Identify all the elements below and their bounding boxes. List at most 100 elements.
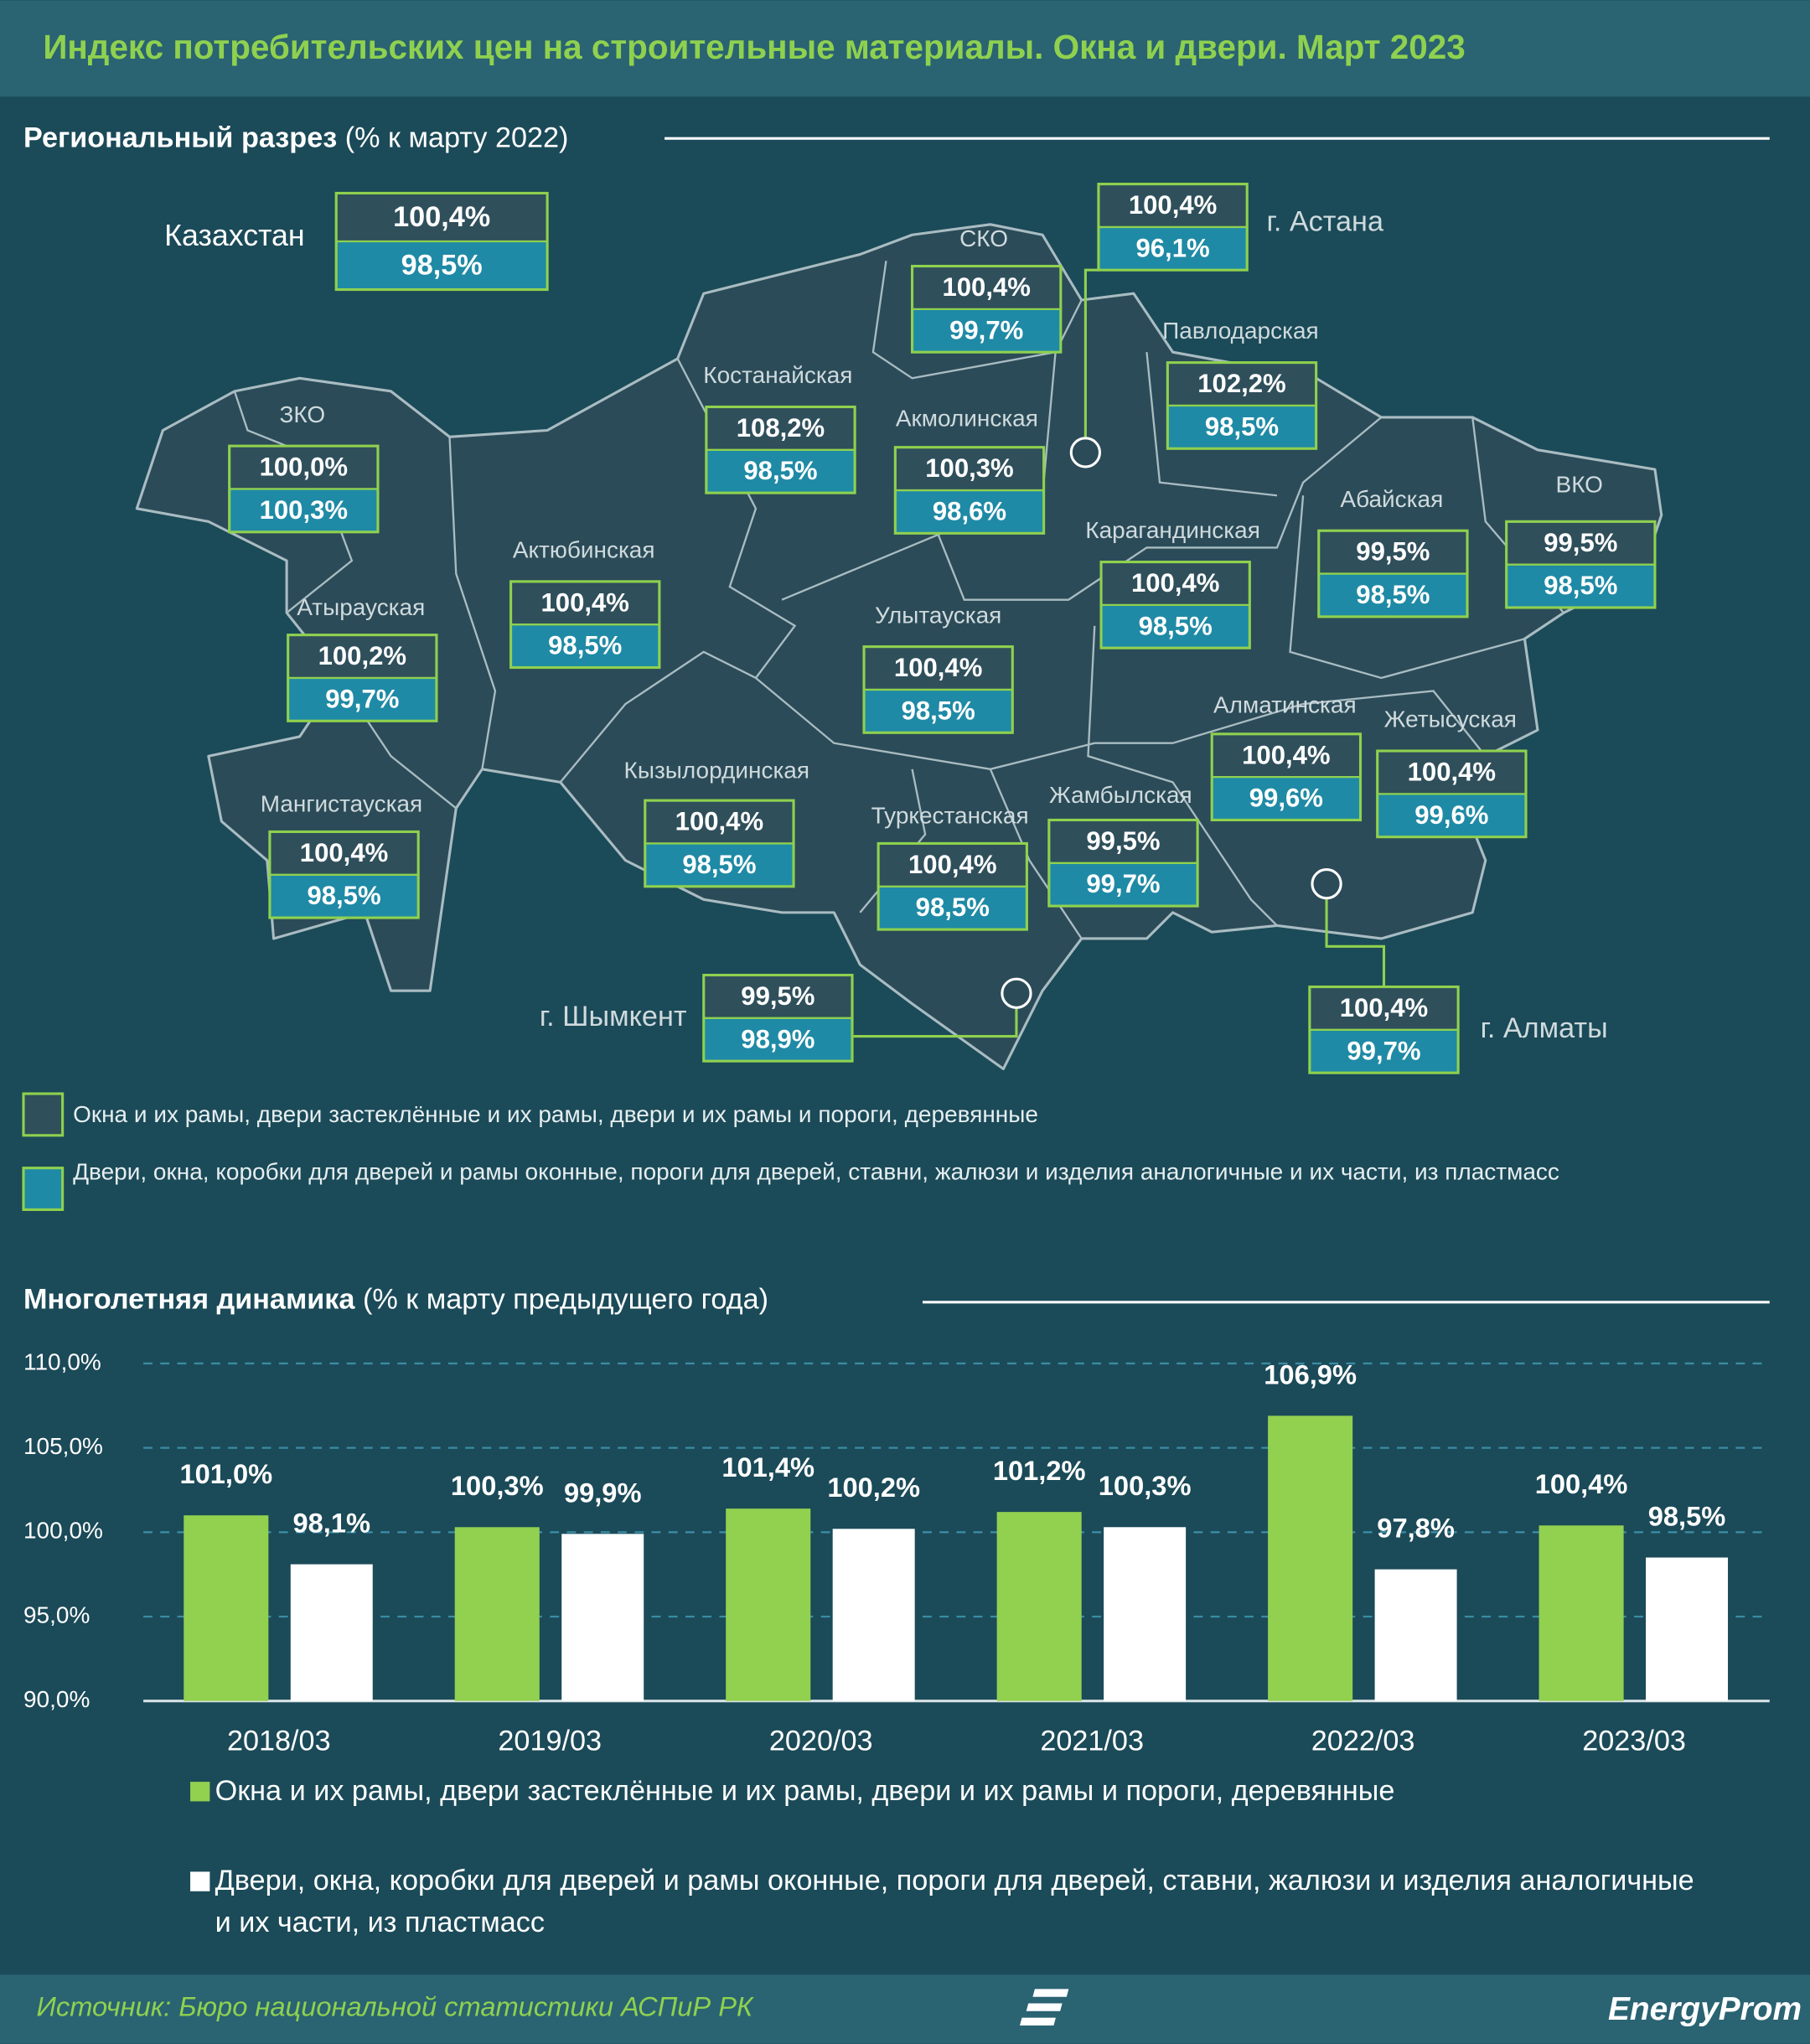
value-cell-plastic <box>1506 564 1655 608</box>
region-name: Атырауская <box>297 594 425 620</box>
value-label: 100,4% <box>1535 1468 1628 1499</box>
value-plastic: 98,9% <box>741 1024 814 1053</box>
region: Карагандинская 100,4% 98,5% <box>1085 517 1260 649</box>
bar <box>454 1527 540 1701</box>
value-wood: 108,2% <box>737 413 825 442</box>
map-heading-note: (% к марту 2022) <box>345 122 569 154</box>
chart-heading-main: Многолетняя динамика <box>23 1283 355 1315</box>
x-tick-label: 2021/03 <box>1040 1725 1144 1757</box>
y-tick-label: 105,0% <box>23 1433 103 1459</box>
value-cell-plastic <box>1318 573 1468 617</box>
region: г. Астана 100,4% 96,1% <box>1069 183 1384 468</box>
region-name: Карагандинская <box>1085 517 1260 543</box>
value-cell-wood <box>706 406 856 450</box>
region: г. Шымкент 99,5% 98,9% <box>540 973 1032 1063</box>
value-cell-wood <box>864 646 1013 690</box>
value-plastic: 98,5% <box>307 881 380 910</box>
x-tick-label: 2018/03 <box>227 1725 331 1757</box>
region-name: г. Алматы <box>1481 1012 1608 1044</box>
map-heading-main: Региональный разрез <box>23 122 337 154</box>
region: Павлодарская 102,2% 98,5% <box>1162 318 1319 450</box>
value-label: 98,1% <box>292 1508 370 1539</box>
chart-heading: Многолетняя динамика (% к марту предыдущ… <box>23 1283 768 1315</box>
leader-line <box>853 1008 1018 1038</box>
region: СКО 100,4% 99,7% <box>910 225 1063 354</box>
value-cell-plastic <box>1048 862 1198 907</box>
value-wood: 100,4% <box>675 807 763 836</box>
value-cell-plastic <box>510 624 659 668</box>
value-wood: 100,4% <box>300 838 388 867</box>
bar <box>1268 1415 1353 1701</box>
y-tick-label: 100,0% <box>23 1518 103 1544</box>
region: Кызылординская 100,4% 98,5% <box>624 757 809 888</box>
x-tick-label: 2022/03 <box>1311 1725 1415 1757</box>
value-wood: 100,4% <box>908 850 996 879</box>
region: Туркестанская 100,4% 98,5% <box>871 803 1029 931</box>
value-wood: 100,4% <box>1131 568 1219 598</box>
region-name: Костанайская <box>703 362 852 388</box>
city-marker <box>1069 437 1102 468</box>
value-wood: 100,4% <box>894 653 982 682</box>
value-cell-wood <box>1377 751 1526 794</box>
value-label: 101,0% <box>179 1458 272 1489</box>
value-cell-wood <box>1101 561 1250 605</box>
value-plastic: 99,6% <box>1249 784 1323 813</box>
legend-text: Двери, окна, коробки для дверей и рамы о… <box>215 1864 1694 1938</box>
value-cell-plastic <box>703 1017 853 1062</box>
map-heading: Региональный разрез (% к марту 2022) <box>23 122 568 154</box>
bar <box>726 1508 811 1701</box>
value-cell-wood <box>878 843 1027 887</box>
region-name: Абайская <box>1340 486 1443 512</box>
value-cell-wood <box>703 975 853 1018</box>
bar <box>561 1534 644 1701</box>
value-cell-plastic <box>1098 226 1248 271</box>
legend-item: Окна и их рамы, двери застеклённые и их … <box>73 1101 1038 1127</box>
bar <box>996 1512 1082 1701</box>
value-wood: 100,0% <box>260 453 348 482</box>
legend-swatch <box>22 1092 65 1137</box>
value-plastic: 99,7% <box>949 315 1023 344</box>
value-cell-wood <box>912 266 1061 309</box>
value-cell-wood <box>1506 521 1655 565</box>
leader-line <box>1083 268 1099 437</box>
bar <box>832 1529 915 1701</box>
regions: Казахстан 100,4% 98,5% СКО 100,4% 99,7% г. Аст… <box>164 183 1657 1074</box>
region-name: Туркестанская <box>871 803 1029 829</box>
value-cell-plastic <box>287 677 437 722</box>
value-plastic: 99,6% <box>1414 800 1488 830</box>
bar <box>1646 1557 1729 1701</box>
value-cell-wood <box>644 800 794 844</box>
y-tick-label: 110,0% <box>23 1348 101 1374</box>
value-cell-wood <box>895 447 1044 491</box>
value-cell-wood <box>510 581 659 625</box>
region: Актюбинская 100,4% 98,5% <box>509 537 661 670</box>
value-cell-wood <box>1318 530 1468 574</box>
region: ЗКО 100,0% 100,3% <box>228 401 380 534</box>
y-tick-label: 95,0% <box>23 1602 90 1627</box>
region-name: ВКО <box>1556 472 1603 498</box>
value-cell-plastic <box>229 489 378 532</box>
map-legend: Окна и их рамы, двери застеклённые и их … <box>22 1092 1559 1211</box>
legend-text: Двери, окна, коробки для дверей и рамы о… <box>73 1158 1559 1185</box>
region-name: ЗКО <box>279 401 325 427</box>
value-wood: 99,5% <box>741 981 814 1011</box>
bar <box>1538 1525 1624 1701</box>
value-cell-wood <box>269 831 419 875</box>
value-cell-plastic <box>895 490 1044 534</box>
region: Жетысуская 100,4% 99,6% <box>1376 706 1528 839</box>
value-wood: 100,4% <box>1242 740 1330 769</box>
value-cell-plastic <box>1212 777 1361 820</box>
x-tick-label: 2023/03 <box>1582 1725 1686 1757</box>
value-plastic: 98,5% <box>548 631 622 660</box>
value-plastic: 98,5% <box>902 696 975 725</box>
value-cell-wood <box>1309 986 1459 1030</box>
region: Акмолинская 100,3% 98,6% <box>893 405 1046 535</box>
region: Алматинская 100,4% 99,6% <box>1210 692 1363 822</box>
value-cell-wood <box>336 193 548 242</box>
region-name: г. Шымкент <box>540 1001 687 1032</box>
region-name: Жамбылская <box>1049 782 1192 808</box>
region: Костанайская 108,2% 98,5% <box>703 362 856 494</box>
logo-mark <box>1020 1989 1069 2026</box>
bar <box>1104 1527 1187 1701</box>
value-label: 101,4% <box>721 1451 814 1483</box>
